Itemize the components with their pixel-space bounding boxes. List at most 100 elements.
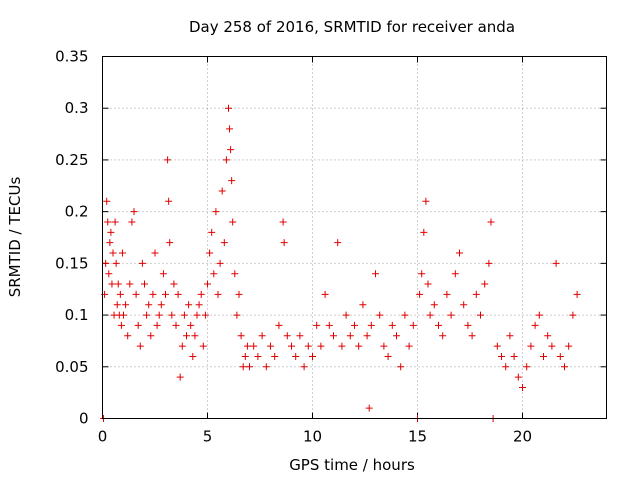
data-point [275,321,283,329]
data-point [229,218,237,226]
data-point [122,301,130,309]
data-point [481,280,489,288]
data-point [225,104,232,112]
axis-ticks: 0 5 10 15 20 0 0.05 0.1 0.15 0.2 0.25 0.3 0.35 [55,48,607,446]
data-point [113,301,121,309]
x-tick-label: 5 [203,428,213,446]
data-point [422,197,430,205]
data-point [365,404,373,412]
data-point [134,321,142,329]
data-point [165,197,173,205]
data-point [338,342,346,350]
data-point [246,363,253,371]
chart-title: Day 258 of 2016, SRMTID for receiver and… [189,18,515,36]
data-point [292,352,300,360]
plot-frame [102,56,607,419]
data-point [208,228,216,236]
data-point [157,301,165,309]
data-point [569,311,577,319]
data-point [372,270,379,278]
data-point [416,290,424,298]
data-point [166,239,174,247]
data-point [153,321,161,329]
data-point [120,311,127,319]
x-tick-label: 15 [408,428,427,446]
data-point [363,332,371,340]
y-tick-label: 0.15 [55,254,88,272]
data-point [226,125,234,133]
data-point [243,342,251,350]
data-point [197,290,205,298]
data-point [544,332,552,340]
data-point [189,352,197,360]
data-point [447,311,455,319]
data-point [280,239,288,247]
data-point [191,332,199,340]
data-point [393,332,400,340]
data-point [493,342,501,350]
data-point [117,321,125,329]
data-point [351,321,358,329]
data-point [397,363,405,371]
data-point [376,311,384,319]
data-point [204,280,211,288]
data-point [279,218,287,226]
data-point [405,342,413,350]
data-point [330,332,337,340]
data-point [527,342,535,350]
data-point [108,280,116,288]
y-axis-label: SRMTID / TECUs [6,177,24,298]
data-point [430,301,438,309]
data-point [334,239,342,247]
data-point [510,352,518,360]
y-tick-label: 0.05 [55,358,88,376]
y-tick-label: 0.25 [55,151,88,169]
data-point [502,363,510,371]
data-point [105,270,113,278]
data-point [126,280,134,288]
data-point [239,363,247,371]
data-point [325,321,333,329]
data-point [174,290,182,298]
data-point [451,270,459,278]
y-tick-label: 0.2 [65,203,89,221]
data-point [309,352,316,360]
data-point [183,332,190,340]
data-point [456,249,463,257]
data-point [468,332,476,340]
data-point [321,290,329,298]
data-point [116,290,124,298]
data-point [267,342,274,350]
data-point [359,301,367,309]
data-point [535,311,543,319]
data-point [514,373,522,381]
data-point [201,311,209,319]
data-point [145,301,153,309]
data-point [104,218,112,226]
data-point [418,270,426,278]
x-tick-label: 0 [98,428,108,446]
data-point [367,321,375,329]
data-point [102,259,110,267]
data-point [206,249,214,257]
data-point [443,290,451,298]
data-point [409,321,417,329]
data-point [296,332,304,340]
data-point [573,290,581,298]
data-point [548,342,556,350]
data-point [313,321,321,329]
data-point [506,332,514,340]
y-tick-label: 0.1 [65,306,89,324]
data-point [426,311,434,319]
data-point [228,177,236,185]
data-point [199,342,207,350]
data-point [187,321,195,329]
data-point [149,290,157,298]
data-point [103,197,111,205]
data-point [424,280,432,288]
data-point [561,363,568,371]
data-point [185,301,193,309]
data-point [218,187,226,195]
data-point [485,259,493,267]
data-point [130,208,138,216]
